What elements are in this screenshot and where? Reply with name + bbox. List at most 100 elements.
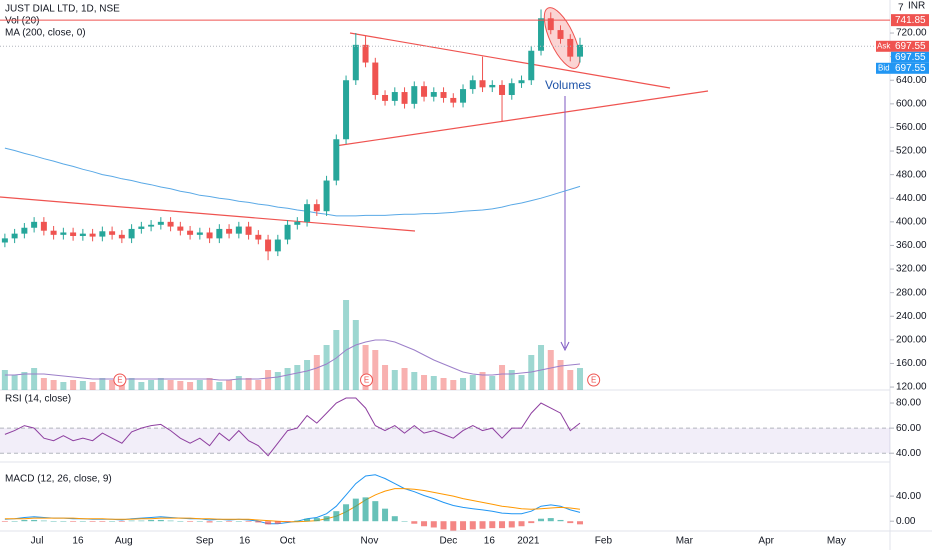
macd-histogram-bar: [196, 521, 203, 522]
macd-histogram-bar: [226, 521, 233, 522]
macd-histogram-bar: [508, 521, 515, 528]
candle-body: [528, 50, 535, 81]
earnings-label: E: [364, 376, 369, 385]
volume-bar: [450, 380, 457, 390]
clipped-tick: 7: [898, 3, 904, 14]
volume-bar: [401, 368, 408, 390]
earnings-marker: [113, 373, 127, 387]
macd-histogram-bar: [567, 521, 574, 524]
macd-histogram-bar: [109, 521, 116, 522]
candle-body: [362, 44, 369, 63]
macd-histogram-bar: [118, 521, 125, 522]
indicator-label[interactable]: Vol (20): [5, 16, 39, 27]
rsi-tick-label: 40.00: [896, 448, 921, 459]
candle-body: [138, 226, 145, 229]
macd-histogram-bar: [89, 521, 96, 522]
volume-bar: [274, 372, 281, 390]
candle-body: [567, 38, 574, 57]
candle-body: [265, 239, 272, 252]
volume-bar: [489, 376, 496, 390]
macd-histogram-bar: [284, 521, 291, 522]
volume-bar: [304, 360, 311, 390]
trendline[interactable]: [334, 90, 709, 147]
macd-histogram-bar: [79, 521, 86, 522]
volume-bar: [547, 350, 554, 390]
candle-body: [157, 221, 164, 225]
ask-name: Ask: [877, 41, 891, 50]
candle-body: [21, 227, 28, 234]
candle-body: [440, 92, 447, 98]
x-tick-label: 16: [72, 536, 84, 547]
trendline[interactable]: [349, 32, 671, 89]
candle-body: [196, 232, 203, 235]
indicator-label[interactable]: MACD (12, 26, close, 9): [5, 474, 112, 485]
volume-bar: [235, 376, 242, 390]
x-tick-label: Mar: [676, 536, 694, 547]
volume-bar: [577, 368, 584, 390]
ask-tag: [876, 40, 891, 52]
candle-body: [557, 30, 564, 39]
volume-bar: [391, 370, 398, 390]
macd-histogram-bar: [274, 521, 281, 524]
macd-histogram-bar: [528, 521, 535, 524]
bid-label: 697.55: [895, 63, 926, 74]
macd-histogram-bar: [460, 521, 467, 530]
volume-bar: [265, 370, 272, 390]
volume-bar: [99, 378, 106, 390]
macd-histogram-bar: [372, 501, 379, 522]
x-tick-label: Sep: [196, 536, 214, 547]
macd-histogram-bar: [401, 521, 408, 522]
volume-bar: [372, 350, 379, 390]
macd-histogram-bar: [40, 520, 47, 522]
macd-histogram-bar: [352, 498, 359, 522]
candle-body: [489, 84, 496, 88]
volume-bar: [167, 380, 174, 390]
y-tick-label: 160.00: [896, 358, 927, 369]
y-tick-label: 520.00: [896, 146, 927, 157]
candle-body: [216, 228, 223, 239]
volume-bar: [538, 345, 545, 390]
volume-bar: [469, 375, 476, 390]
x-tick-label: Nov: [361, 536, 379, 547]
indicator-label[interactable]: MA (200, close, 0): [5, 28, 86, 39]
earnings-label: E: [117, 376, 122, 385]
volume-bar: [362, 345, 369, 390]
macd-histogram-bar: [235, 521, 242, 522]
macd-histogram-bar: [333, 511, 340, 522]
macd-histogram-bar: [577, 521, 584, 525]
volume-bar: [196, 380, 203, 390]
trendline[interactable]: [0, 196, 416, 232]
candle-body: [11, 233, 18, 239]
macd-histogram-bar: [411, 521, 418, 524]
rsi-tick-label: 80.00: [896, 398, 921, 409]
macd-histogram-bar: [21, 519, 28, 522]
candle-body: [109, 231, 116, 235]
macd-histogram-bar: [362, 497, 369, 522]
symbol-title[interactable]: JUST DIAL LTD, 1D, NSE: [5, 4, 120, 15]
candle-body: [118, 234, 125, 239]
candle-body: [304, 204, 311, 222]
macd-histogram-bar: [323, 516, 330, 522]
volume-bar: [226, 380, 233, 390]
earnings-label: E: [591, 376, 596, 385]
volume-bar: [21, 372, 28, 390]
volume-bar: [187, 382, 194, 390]
candle-body: [1, 238, 8, 243]
macd-histogram-bar: [313, 518, 320, 522]
arrow-head: [560, 341, 570, 352]
volume-bar: [60, 382, 67, 390]
indicator-label[interactable]: RSI (14, close): [5, 394, 71, 405]
candle-body: [430, 92, 437, 97]
volume-bar: [148, 380, 155, 390]
ma200-line: [4, 147, 581, 217]
annotation-text[interactable]: Volumes: [545, 78, 591, 92]
macd-histogram-bar: [1, 521, 8, 522]
volume-bar: [70, 380, 77, 390]
bid-badge: [891, 62, 929, 74]
bid-name: Bid: [878, 63, 890, 72]
candle-body: [460, 89, 467, 103]
macd-histogram-bar: [70, 521, 77, 522]
x-tick-label: Oct: [280, 536, 296, 547]
y-tick-label: 600.00: [896, 98, 927, 109]
candle-body: [538, 18, 545, 51]
